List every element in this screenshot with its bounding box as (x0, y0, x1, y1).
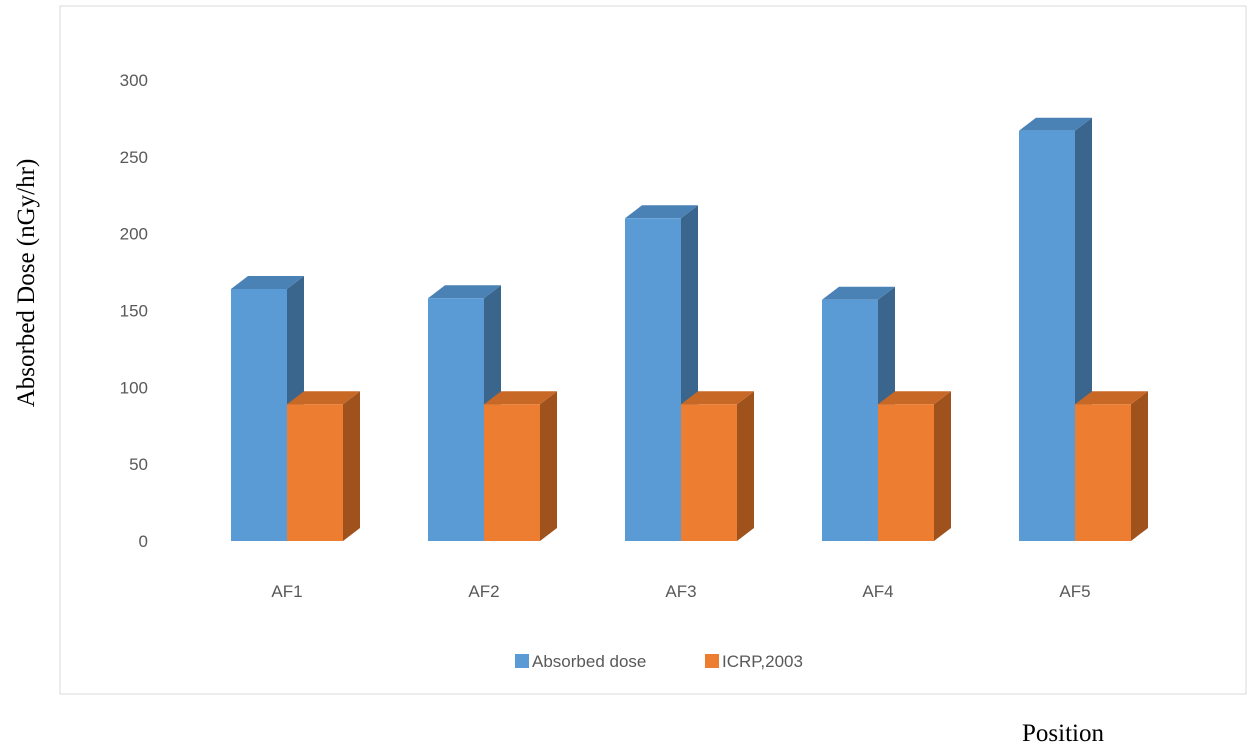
bar-front-face (1075, 404, 1131, 541)
x-tick-label: AF3 (665, 582, 696, 601)
x-axis-ticks: AF1 AF2 AF3 AF4 AF5 (271, 582, 1090, 601)
bar-front-face (625, 218, 681, 542)
bar-front-face (484, 404, 540, 541)
y-axis-title: Absorbed Dose (nGy/hr) (13, 159, 40, 408)
bar-af3-series-2 (681, 391, 754, 541)
y-tick-label: 100 (120, 378, 148, 397)
x-tick-label: AF1 (271, 582, 302, 601)
y-tick-label: 50 (129, 455, 148, 474)
bar-af5-series-2 (1075, 391, 1148, 541)
bar-front-face (681, 404, 737, 541)
bar-front-face (428, 298, 484, 541)
x-tick-label: AF4 (862, 582, 893, 601)
y-tick-label: 200 (120, 225, 148, 244)
bar-front-face (1019, 130, 1075, 541)
legend-item-1: Absorbed dose (515, 652, 646, 671)
legend-swatch (705, 654, 719, 668)
y-tick-label: 250 (120, 148, 148, 167)
x-tick-label: AF5 (1059, 582, 1090, 601)
bar-top-face (231, 275, 304, 289)
bar-af2-series-2 (484, 391, 557, 541)
bar-side-face (540, 391, 557, 541)
legend-swatch (515, 654, 529, 668)
bar-front-face (287, 404, 343, 541)
bar-af1-series-2 (287, 391, 360, 541)
bar-front-face (231, 288, 287, 541)
bar-top-face (822, 286, 895, 300)
bar-af5-series-1 (1019, 117, 1092, 542)
bar-top-face (681, 391, 754, 405)
bar-side-face (934, 391, 951, 541)
y-tick-label: 0 (139, 532, 148, 551)
bar-side-face (737, 391, 754, 541)
bars (231, 117, 1148, 542)
bar-top-face (428, 285, 501, 299)
bar-top-face (625, 205, 698, 219)
legend-label: Absorbed dose (532, 652, 646, 671)
bar-top-face (878, 391, 951, 405)
bar-af4-series-2 (878, 391, 951, 541)
legend: Absorbed dose ICRP,2003 (515, 652, 803, 671)
y-tick-label: 150 (120, 302, 148, 321)
bar-side-face (343, 391, 360, 541)
x-axis-title: Position (1022, 720, 1104, 747)
y-axis-ticks: 0 50 100 150 200 250 300 (120, 71, 148, 551)
bar-top-face (484, 391, 557, 405)
bar-top-face (287, 391, 360, 405)
bar-front-face (822, 299, 878, 541)
x-tick-label: AF2 (468, 582, 499, 601)
bar-af2-series-1 (428, 285, 501, 541)
legend-item-2: ICRP,2003 (705, 652, 803, 671)
bar-top-face (1019, 117, 1092, 131)
y-tick-label: 300 (120, 71, 148, 90)
bar-side-face (1131, 391, 1148, 541)
bar-top-face (1075, 391, 1148, 405)
bar-front-face (878, 404, 934, 541)
legend-label: ICRP,2003 (722, 652, 803, 671)
